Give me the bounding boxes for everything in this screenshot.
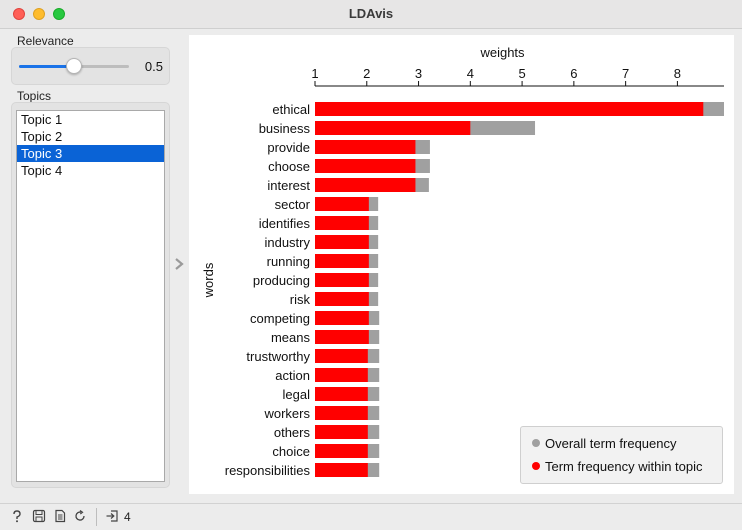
topic-frequency-bar: [315, 349, 368, 363]
red-dot-icon: [532, 462, 540, 470]
topic-frequency-bar: [315, 273, 369, 287]
word-label: action: [275, 368, 310, 383]
topic-item[interactable]: Topic 2: [21, 129, 63, 144]
relevance-label: Relevance: [17, 34, 74, 48]
relevance-slider-thumb[interactable]: [66, 58, 82, 74]
topic-frequency-bar: [315, 216, 369, 230]
word-label: others: [274, 425, 311, 440]
x-tick-label: 3: [415, 66, 422, 81]
window-title: LDAvis: [348, 6, 394, 21]
topic-item[interactable]: Topic 1: [21, 112, 63, 127]
x-tick-label: 4: [467, 66, 474, 81]
topic-frequency-bar: [315, 235, 369, 249]
help-icon[interactable]: [10, 509, 24, 523]
control-panel: Relevance 0.5 Topics Topic 1 Topic 2 Topic…: [0, 29, 180, 499]
topic-item[interactable]: Topic 3: [17, 145, 164, 162]
topic-frequency-bar: [315, 102, 704, 116]
topic-frequency-bar: [315, 444, 368, 458]
x-tick-label: 2: [363, 66, 370, 81]
legend-within-label: Term frequency within topic: [545, 459, 703, 474]
relevance-value: 0.5: [144, 59, 163, 74]
topic-frequency-bar: [315, 292, 369, 306]
gray-dot-icon: [532, 439, 540, 447]
word-label: business: [259, 121, 311, 136]
save-icon[interactable]: [32, 509, 46, 523]
word-label: means: [271, 330, 311, 345]
legend-overall-label: Overall term frequency: [545, 436, 677, 451]
x-axis-title: weights: [479, 45, 525, 60]
topic-frequency-bar: [315, 463, 368, 477]
word-label: sector: [275, 197, 311, 212]
title-bar: LDAvis: [0, 0, 742, 29]
relevance-group: 0.5: [11, 47, 170, 85]
topics-label: Topics: [17, 89, 52, 103]
word-label: producing: [253, 273, 310, 288]
maximize-window-button[interactable]: [53, 8, 65, 20]
output-count: 4: [124, 510, 131, 524]
word-label: risk: [290, 292, 311, 307]
relevance-slider[interactable]: [19, 58, 129, 74]
x-tick-label: 8: [674, 66, 681, 81]
topic-frequency-bar: [315, 178, 416, 192]
topic-frequency-bar: [315, 425, 368, 439]
x-tick-label: 6: [570, 66, 577, 81]
relevance-slider-fill: [19, 65, 74, 68]
word-label: ethical: [272, 102, 310, 117]
legend-item-within: Term frequency within topic: [532, 459, 703, 475]
topic-frequency-bar: [315, 406, 368, 420]
word-label: choose: [268, 159, 310, 174]
topic-frequency-bar: [315, 159, 416, 173]
report-icon[interactable]: [53, 509, 67, 523]
minimize-window-button[interactable]: [33, 8, 45, 20]
word-label: workers: [263, 406, 310, 421]
x-tick-label: 1: [311, 66, 318, 81]
topic-frequency-bar: [315, 330, 369, 344]
word-label: choice: [272, 444, 310, 459]
topic-frequency-bar: [315, 368, 368, 382]
word-label: responsibilities: [225, 463, 311, 478]
word-label: interest: [267, 178, 310, 193]
output-icon[interactable]: [105, 509, 119, 523]
topic-frequency-bar: [315, 387, 368, 401]
topics-group: Topic 1 Topic 2 Topic 3 Topic 4: [11, 102, 170, 488]
word-label: identifies: [259, 216, 311, 231]
plot-area: weights 1 2 3 4 5 6 7 8 words ethical business provi…: [189, 35, 734, 494]
x-tick-label: 7: [622, 66, 629, 81]
status-bar: 4: [0, 503, 742, 530]
topic-frequency-bar: [315, 311, 369, 325]
status-separator: [96, 508, 97, 526]
legend-item-overall: Overall term frequency: [532, 436, 677, 452]
word-label: legal: [283, 387, 311, 402]
close-window-button[interactable]: [13, 8, 25, 20]
word-label: running: [267, 254, 310, 269]
y-axis-title: words: [201, 262, 216, 298]
topic-frequency-bar: [315, 140, 416, 154]
topic-item[interactable]: Topic 4: [21, 163, 63, 178]
word-label: competing: [250, 311, 310, 326]
topic-frequency-bar: [315, 121, 471, 135]
word-label: provide: [267, 140, 310, 155]
bar-chart: weights 1 2 3 4 5 6 7 8 words ethical business provi…: [201, 45, 724, 478]
topics-list[interactable]: Topic 1 Topic 2 Topic 3 Topic 4: [16, 110, 165, 482]
x-tick-label: 5: [518, 66, 525, 81]
chevron-right-icon[interactable]: [173, 256, 185, 272]
topic-frequency-bar: [315, 197, 369, 211]
word-label: trustworthy: [246, 349, 310, 364]
refresh-icon[interactable]: [73, 509, 87, 523]
word-label: industry: [264, 235, 310, 250]
topic-frequency-bar: [315, 254, 369, 268]
chart-legend: Overall term frequency Term frequency wi…: [520, 426, 723, 484]
